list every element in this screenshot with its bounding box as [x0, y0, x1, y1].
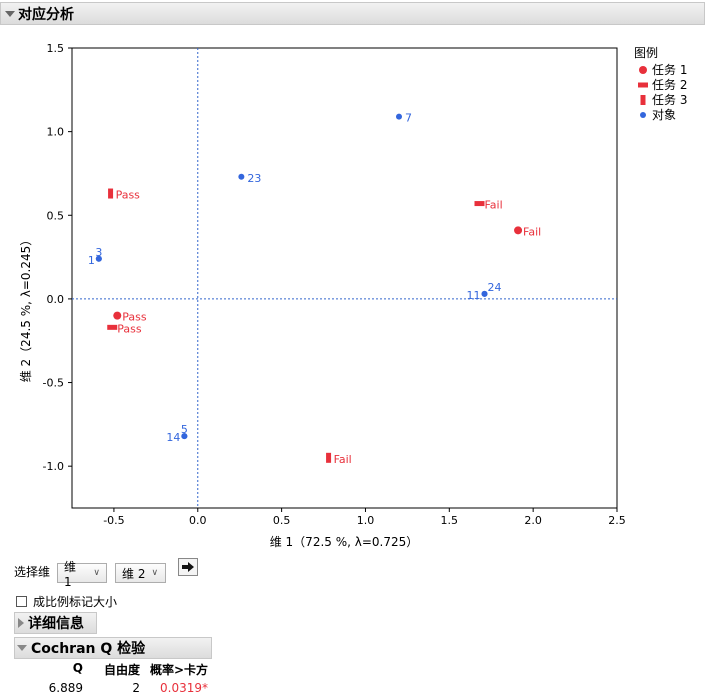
legend-entry: 任务 2: [652, 77, 687, 92]
legend-marker: [640, 112, 646, 118]
data-point: [481, 290, 488, 297]
expand-triangle-icon[interactable]: [18, 618, 24, 628]
y-tick-label: -0.5: [43, 377, 64, 390]
chevron-down-icon: ∨: [151, 568, 159, 578]
select-dim-label: 选择维: [14, 565, 51, 579]
x-tick-label: 0.0: [189, 514, 207, 527]
x-tick-label: 1.0: [357, 514, 375, 527]
dim-x-value: 维 1: [64, 559, 77, 589]
data-point: [108, 188, 114, 199]
data-label: 24: [488, 281, 502, 294]
legend: 图例 任务 1任务 2任务 3对象: [634, 46, 687, 122]
data-label: Pass: [122, 311, 147, 324]
collapse-triangle-icon[interactable]: [5, 10, 15, 17]
data-point: [474, 201, 485, 207]
data-point: [396, 113, 402, 120]
data-label: 3: [95, 246, 102, 259]
table-cell-q: 6.889: [48, 681, 83, 695]
legend-entry: 任务 3: [652, 92, 687, 107]
data-point: [326, 452, 332, 463]
data-point: [107, 324, 118, 330]
dim-y-value: 维 2: [122, 566, 146, 581]
table-header-q: Q: [72, 661, 83, 675]
data-point: [238, 173, 245, 180]
x-tick-label: 2.0: [524, 514, 542, 527]
table-header-prob: 概率>卡方: [149, 663, 208, 677]
data-label: 23: [247, 172, 261, 185]
correspondence-chart: -0.5 0.0 0.5 1.0 1.5 2.0 2.5 -1.0 -0.5 0.0 0.5 1.0 1…: [19, 42, 687, 549]
data-label: Fail: [523, 225, 541, 238]
data-point: [95, 255, 102, 262]
scale-marker-label: 成比例标记大小: [33, 595, 118, 609]
table-header-df: 自由度: [103, 663, 140, 677]
y-tick-label: 0.5: [47, 209, 65, 222]
y-tick-label: -1.0: [43, 460, 64, 473]
table-cell-df: 2: [132, 681, 140, 695]
details-header[interactable]: 详细信息: [14, 612, 97, 634]
y-tick-label: 1.0: [47, 126, 65, 139]
scale-marker-checkbox[interactable]: [16, 596, 27, 607]
data-label: Pass: [117, 322, 142, 335]
legend-marker: [639, 66, 647, 74]
details-title: 详细信息: [28, 616, 84, 632]
data-point: [514, 226, 523, 235]
data-label: 1: [88, 254, 95, 267]
data-label: Fail: [334, 453, 352, 466]
x-tick-label: 0.5: [273, 514, 291, 527]
legend-entry: 对象: [652, 108, 676, 122]
data-label: 5: [181, 423, 188, 436]
dim-y-select[interactable]: 维 2 ∨: [115, 563, 166, 583]
data-label: 11: [467, 289, 481, 302]
arrow-right-icon: [182, 562, 194, 572]
chevron-down-icon: ∨: [93, 568, 100, 578]
y-axis-label: 维 2（24.5 %, λ=0.245）: [19, 234, 33, 383]
data-point: [181, 433, 188, 440]
legend-marker: [638, 82, 648, 88]
x-tick-label: -0.5: [103, 514, 124, 527]
table-cell-prob: 0.0319*: [160, 681, 208, 695]
y-tick-label: 1.5: [47, 42, 65, 55]
section-header[interactable]: 对应分析: [0, 2, 705, 25]
data-label: 7: [405, 112, 412, 125]
section-title: 对应分析: [18, 6, 74, 23]
apply-button[interactable]: [178, 558, 198, 576]
data-label: Fail: [484, 199, 502, 212]
collapse-triangle-icon[interactable]: [17, 645, 27, 651]
data-label: 14: [166, 431, 180, 444]
x-tick-label: 2.5: [608, 514, 626, 527]
x-axis-label: 维 1（72.5 %, λ=0.725）: [270, 535, 419, 549]
cochran-header[interactable]: Cochran Q 检验: [14, 637, 212, 659]
legend-marker: [640, 95, 646, 105]
dim-x-select[interactable]: 维 1 ∨: [57, 560, 107, 589]
x-tick-label: 1.5: [441, 514, 459, 527]
cochran-title: Cochran Q 检验: [31, 641, 146, 657]
y-tick-label: 0.0: [47, 293, 65, 306]
legend-title: 图例: [634, 46, 658, 60]
legend-entry: 任务 1: [652, 62, 687, 77]
data-label: Pass: [116, 189, 141, 202]
plot-frame: [71, 47, 618, 509]
data-point: [113, 311, 122, 320]
